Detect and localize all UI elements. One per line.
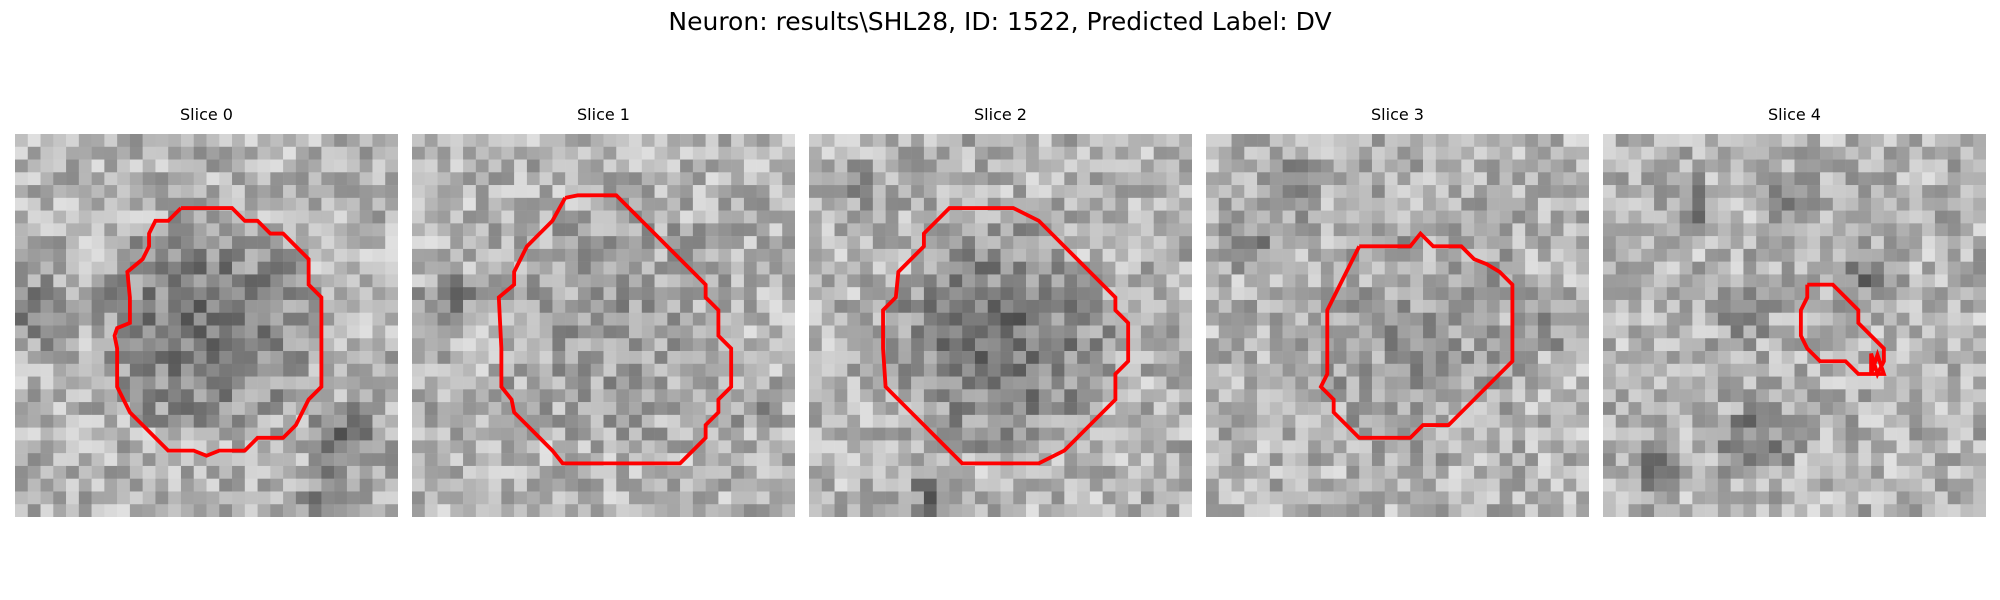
roi-contour	[881, 206, 1131, 466]
slice-title-1: Slice 1	[577, 105, 630, 124]
slice-image-0	[15, 134, 398, 517]
pixel-grid	[809, 134, 1192, 517]
slice-image-1	[412, 134, 795, 517]
roi-contour	[1798, 282, 1887, 380]
slice-title-0: Slice 0	[180, 105, 233, 124]
slice-title-2: Slice 2	[974, 105, 1027, 124]
pixel-grid	[412, 134, 795, 517]
slice-image-2	[809, 134, 1192, 517]
pixel-grid	[1206, 134, 1589, 517]
roi-contour	[112, 206, 324, 458]
slice-title-3: Slice 3	[1371, 105, 1424, 124]
slice-image-3	[1206, 134, 1589, 517]
slice-image-4	[1603, 134, 1986, 517]
roi-contour	[496, 193, 734, 466]
figure-title: Neuron: results\SHL28, ID: 1522, Predict…	[668, 7, 1332, 36]
roi-contour	[1318, 230, 1515, 440]
pixel-grid	[1603, 134, 1986, 517]
pixel-grid	[15, 134, 398, 517]
slice-title-4: Slice 4	[1768, 105, 1821, 124]
